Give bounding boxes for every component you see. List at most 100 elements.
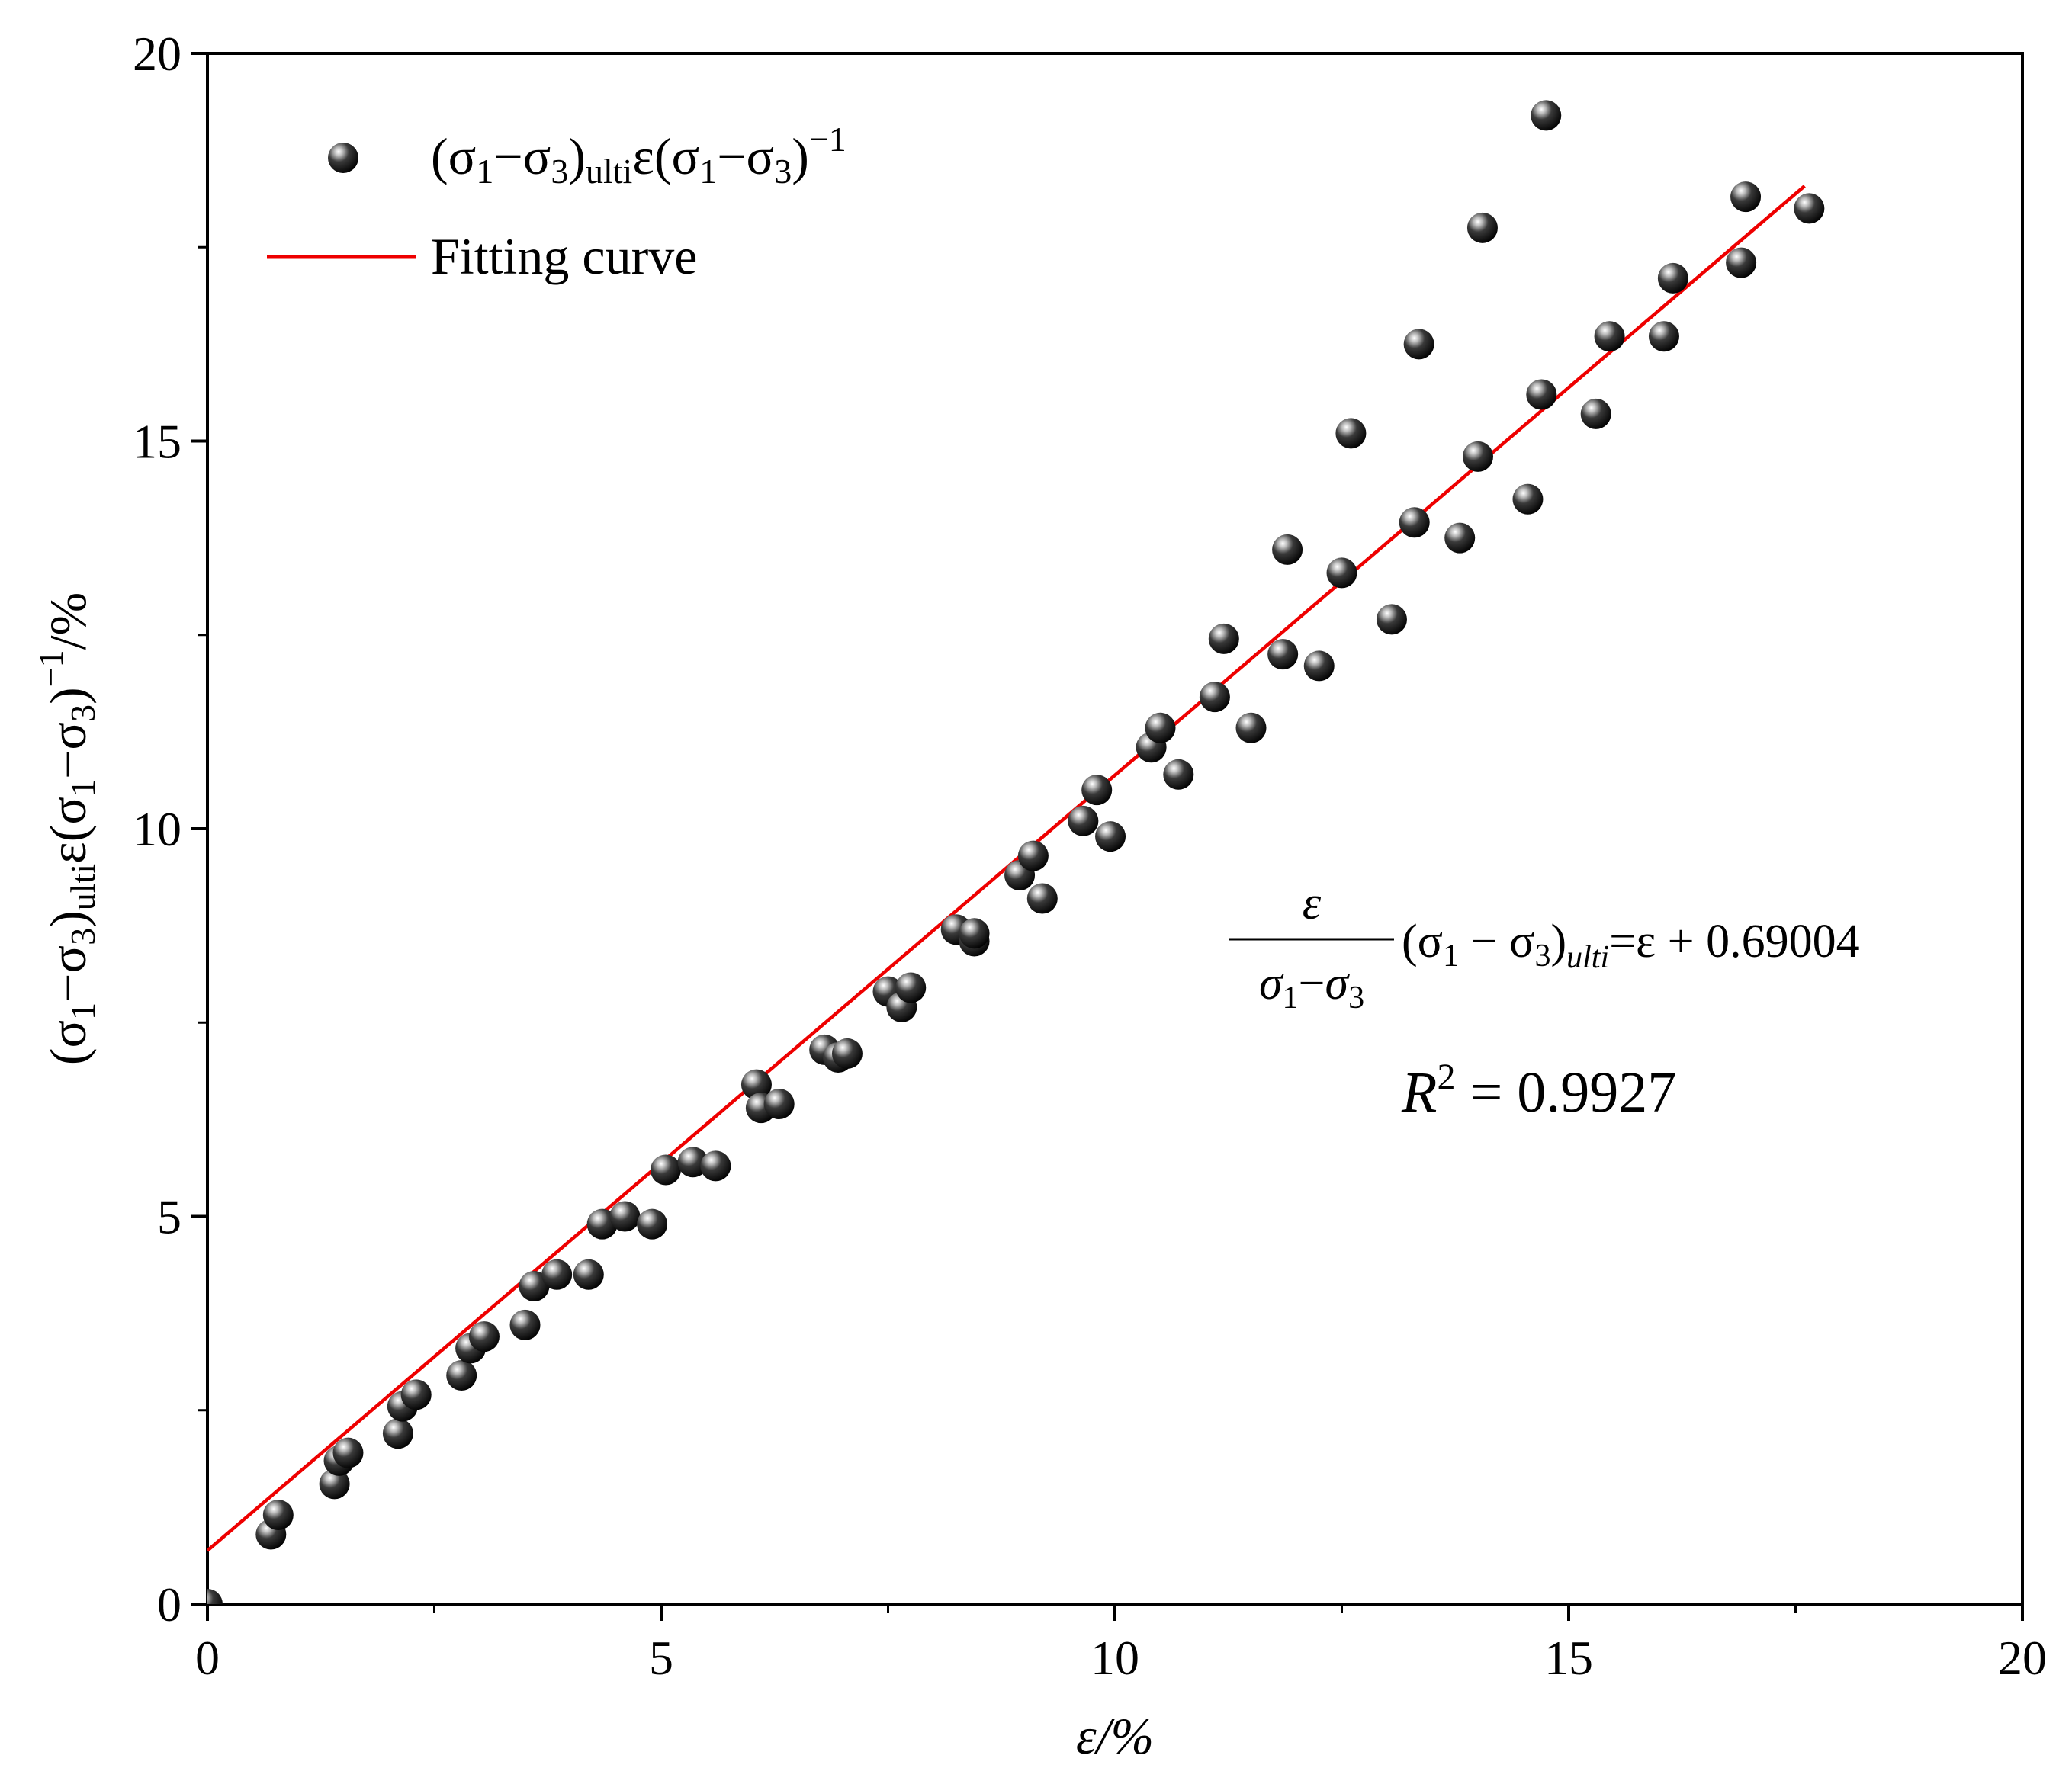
y-label-close2: ) — [39, 687, 97, 704]
data-point — [400, 1379, 432, 1410]
y-label-sub2: 3 — [63, 928, 102, 945]
data-point — [1208, 623, 1239, 654]
y-label-mid2: ε(σ — [39, 797, 97, 864]
data-point — [468, 1321, 500, 1352]
data-point — [1403, 329, 1434, 360]
data-point — [541, 1259, 573, 1290]
legend-sub1: 1 — [476, 152, 493, 191]
data-point — [519, 1271, 550, 1302]
fit-line — [207, 185, 1806, 1552]
legend-line-entry: Fitting curve — [267, 227, 697, 285]
legend: (σ1−σ3)ultiε(σ1−σ3)−1 Fitting curve — [267, 120, 846, 285]
y-tick-label: 5 — [157, 1190, 182, 1244]
y-label-ulti: ulti — [63, 864, 102, 910]
y-tick-label: 15 — [133, 415, 182, 469]
legend-ulti: ulti — [586, 152, 632, 191]
data-point — [1068, 805, 1099, 836]
eq-den-a-sub: 1 — [1283, 980, 1299, 1016]
y-tick-label: 10 — [133, 802, 182, 856]
data-point — [1648, 321, 1679, 352]
data-point — [1726, 247, 1757, 278]
data-point — [1580, 398, 1611, 429]
y-axis-ticks: 0 5 10 15 20 — [133, 27, 207, 1632]
legend-scatter-marker — [328, 143, 358, 173]
fit-layer — [207, 185, 1806, 1552]
y-axis-label: (σ1−σ3)ultiε(σ1−σ3)−1/% — [31, 592, 102, 1065]
data-point — [1594, 321, 1625, 352]
y-label-sub1: 1 — [63, 1003, 102, 1020]
y-label-unit: /% — [39, 592, 97, 650]
data-point — [1526, 379, 1557, 410]
r-squared: R2 = 0.9927 — [1401, 1057, 1676, 1125]
fit-equation: ε σ1−σ3 (σ1 − σ3)ulti=ε + 0.69004 — [1229, 878, 1860, 1016]
data-point — [959, 918, 990, 949]
data-point — [677, 1147, 708, 1178]
legend-sup: −1 — [809, 120, 846, 159]
y-label-sub3: 1 — [63, 779, 102, 797]
x-tick-label: 0 — [195, 1631, 220, 1685]
eq-minus: − σ — [1459, 916, 1534, 967]
data-point — [1017, 840, 1049, 871]
y-label-sub4: 3 — [63, 704, 102, 722]
legend-line-label: Fitting curve — [431, 227, 697, 285]
data-point — [700, 1150, 731, 1182]
y-label-close1: ) — [39, 910, 97, 928]
eq-open: (σ — [1402, 916, 1443, 967]
x-tick-label: 10 — [1091, 1631, 1139, 1685]
x-tick-label: 15 — [1544, 1631, 1593, 1685]
data-point — [1095, 821, 1126, 852]
r2-sup: 2 — [1437, 1057, 1455, 1097]
data-point — [1235, 712, 1267, 743]
data-point — [1466, 212, 1498, 243]
data-point — [1376, 604, 1407, 635]
x-tick-label: 20 — [1998, 1631, 2047, 1685]
equation-denominator: σ1−σ3 — [1259, 958, 1364, 1016]
data-point — [1730, 181, 1762, 213]
y-tick-label: 20 — [133, 27, 182, 81]
legend-close1: ) — [568, 127, 586, 185]
data-point — [740, 1069, 772, 1100]
eq-den-b: σ — [1325, 958, 1350, 1009]
legend-sub2: 3 — [551, 152, 568, 191]
data-point — [509, 1309, 541, 1340]
eq-den-minus: − — [1299, 958, 1325, 1009]
data-point — [1512, 483, 1544, 515]
data-point — [319, 1468, 350, 1500]
data-point — [1444, 522, 1476, 554]
data-point — [1199, 682, 1230, 713]
data-point — [1163, 759, 1194, 790]
data-point — [446, 1359, 477, 1391]
y-label-mid1: −σ — [39, 945, 97, 1003]
data-point — [831, 1038, 863, 1069]
eq-sub2: 3 — [1534, 939, 1550, 974]
data-point — [1081, 775, 1113, 806]
data-point — [1794, 193, 1825, 224]
scatter-points — [207, 100, 1825, 1604]
data-point — [573, 1259, 604, 1290]
y-label-sup: −1 — [31, 650, 70, 687]
r2-r: R — [1401, 1060, 1437, 1125]
eq-den-a: σ — [1259, 958, 1284, 1009]
eq-close: ) — [1550, 916, 1566, 967]
x-tick-label: 5 — [649, 1631, 673, 1685]
data-point — [1463, 441, 1493, 472]
legend-mid2: ε(σ — [632, 127, 699, 185]
data-point — [763, 1089, 795, 1120]
data-point — [1335, 418, 1367, 449]
legend-close2: ) — [792, 127, 809, 185]
eq-sub1: 1 — [1443, 939, 1459, 974]
data-point — [650, 1154, 681, 1186]
data-point — [1026, 883, 1058, 914]
legend-sub3: 1 — [699, 152, 717, 191]
data-point — [637, 1208, 668, 1240]
data-point — [262, 1500, 294, 1531]
equation-numerator: ε — [1303, 878, 1322, 929]
data-point — [1145, 712, 1176, 743]
x-axis-label: ε/% — [1076, 1707, 1154, 1765]
legend-scatter-entry: (σ1−σ3)ultiε(σ1−σ3)−1 — [328, 120, 846, 191]
data-point — [1267, 639, 1299, 670]
equation-rest: (σ1 − σ3)ulti=ε + 0.69004 — [1402, 916, 1860, 975]
legend-sub4: 3 — [774, 152, 792, 191]
data-point — [895, 972, 927, 1003]
legend-mid3: −σ — [717, 127, 774, 185]
